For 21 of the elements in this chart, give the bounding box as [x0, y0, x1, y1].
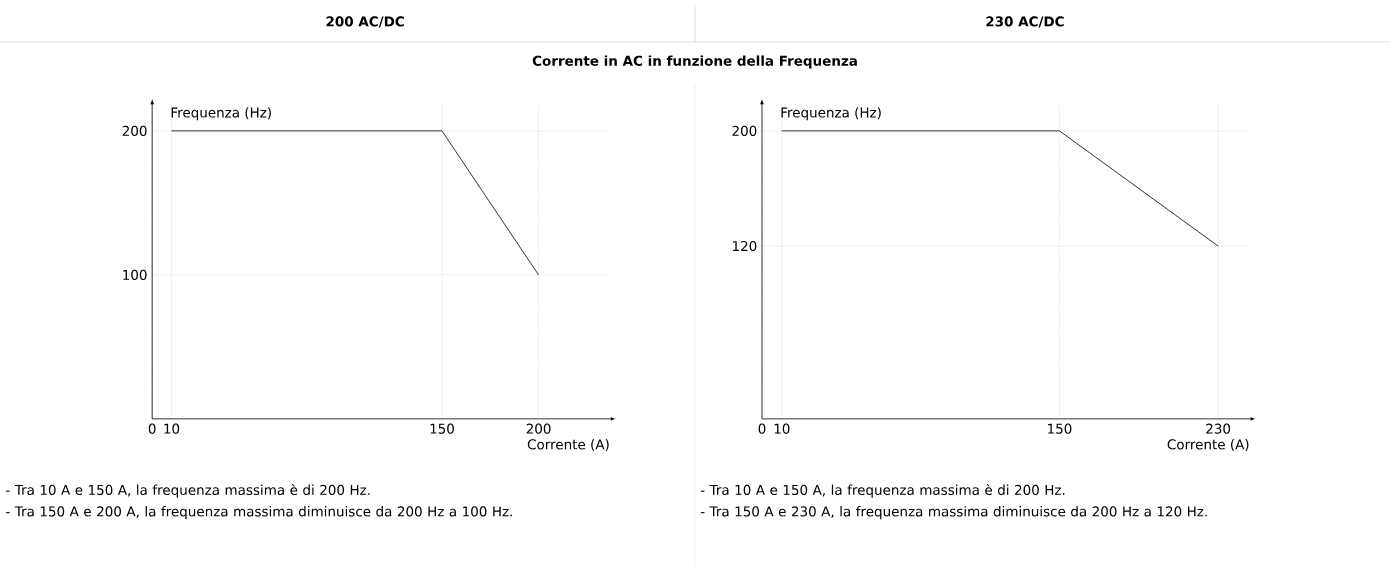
x-axis-title: Corrente (A)	[1167, 439, 1249, 452]
x-tick-label: 150	[1048, 423, 1072, 434]
y-tick-label: 100	[123, 269, 147, 280]
x-tick-label: 0	[148, 423, 156, 434]
chart-title: 200 AC/DC	[326, 16, 404, 28]
x-tick-label: 230	[1206, 423, 1231, 434]
x-tick-label: 0	[758, 423, 766, 434]
text: - Tra 10 A e 150 A, la frequenza massima è di 200 Hz.	[6, 484, 370, 498]
chart-title: 230 AC/DC	[986, 16, 1064, 28]
x-tick-label: 10	[164, 423, 180, 434]
text: Corrente in AC in funzione della Frequenza	[532, 55, 857, 69]
text: - Tra 10 A e 150 A, la frequenza massima è di 200 Hz.	[700, 484, 1065, 498]
x-axis-title: Corrente (A)	[527, 439, 609, 452]
x-tick-label: 200	[526, 423, 551, 434]
text: - Tra 150 A e 200 A, la frequenza massima diminuisce da 200 Hz a 100 Hz.	[6, 506, 512, 520]
text: - Tra 150 A e 230 A, la frequenza massima diminuisce da 200 Hz a 120 Hz.	[700, 506, 1207, 520]
x-tick-label: 150	[430, 423, 454, 434]
y-axis-title: Frequenza (Hz)	[781, 107, 881, 121]
y-axis-title: Frequenza (Hz)	[171, 107, 271, 121]
x-tick-label: 10	[774, 423, 790, 434]
y-tick-label: 120	[733, 240, 757, 252]
